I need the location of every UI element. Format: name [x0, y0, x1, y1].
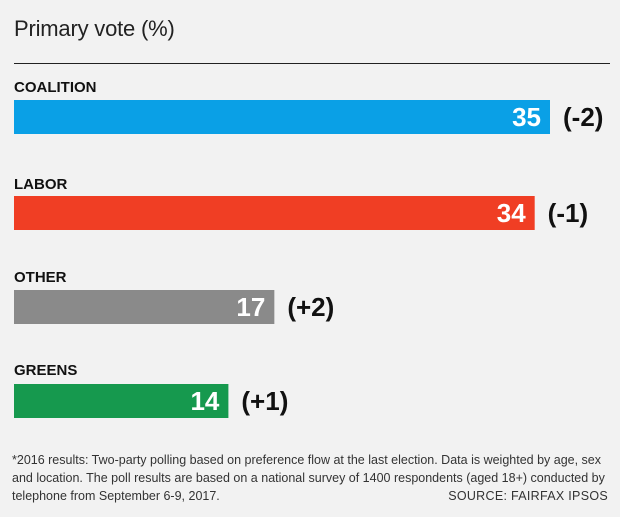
- category-label-coalition: COALITION: [14, 79, 97, 96]
- value-label-other: 17: [236, 292, 265, 322]
- category-label-labor: LABOR: [14, 176, 67, 193]
- source-credit: SOURCE: FAIRFAX IPSOS: [448, 489, 608, 503]
- change-label-other: (+2): [287, 292, 334, 322]
- change-label-coalition: (-2): [563, 102, 603, 132]
- bar-other: [14, 290, 275, 324]
- category-label-greens: GREENS: [14, 362, 77, 379]
- change-label-greens: (+1): [241, 386, 288, 416]
- footnote: *2016 results: Two-party polling based o…: [12, 453, 605, 503]
- bar-chart: COALITION 35 (-2) LABOR 34 (-1) OTHER 17 (+2) GRE…: [14, 79, 603, 418]
- value-label-greens: 14: [190, 386, 219, 416]
- bar-greens: [14, 384, 229, 418]
- value-label-labor: 34: [497, 198, 526, 228]
- change-label-labor: (-1): [548, 198, 588, 228]
- bar-coalition: [14, 100, 550, 134]
- category-label-other: OTHER: [14, 269, 67, 286]
- title-divider: [14, 63, 610, 64]
- value-label-coalition: 35: [512, 102, 541, 132]
- chart-title: Primary vote (%): [14, 16, 175, 41]
- bar-labor: [14, 196, 535, 230]
